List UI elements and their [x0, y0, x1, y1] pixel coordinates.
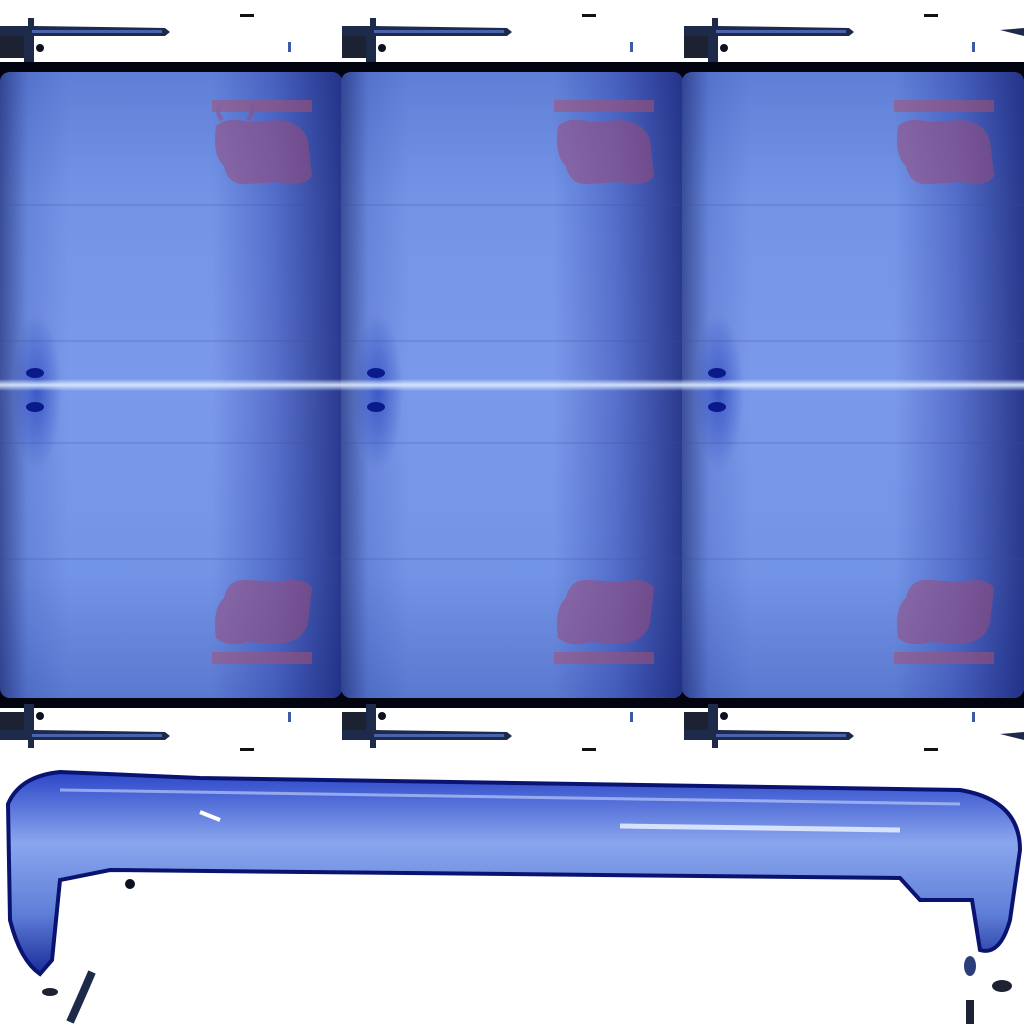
bull-logo-icon	[212, 579, 312, 664]
texture-band	[0, 62, 1024, 708]
bull-logo-icon	[894, 579, 994, 664]
pin-icon-strip	[0, 14, 1024, 62]
handle-bar	[0, 760, 1024, 1024]
pin-icon-strip	[0, 704, 1024, 751]
bottom-pin-row	[0, 704, 1024, 762]
top-pin-row	[0, 0, 1024, 62]
bull-logo-icon	[554, 100, 654, 185]
bull-logo-icon	[554, 579, 654, 664]
bull-logo-icon	[894, 100, 994, 185]
bull-logo-icon	[212, 100, 312, 185]
